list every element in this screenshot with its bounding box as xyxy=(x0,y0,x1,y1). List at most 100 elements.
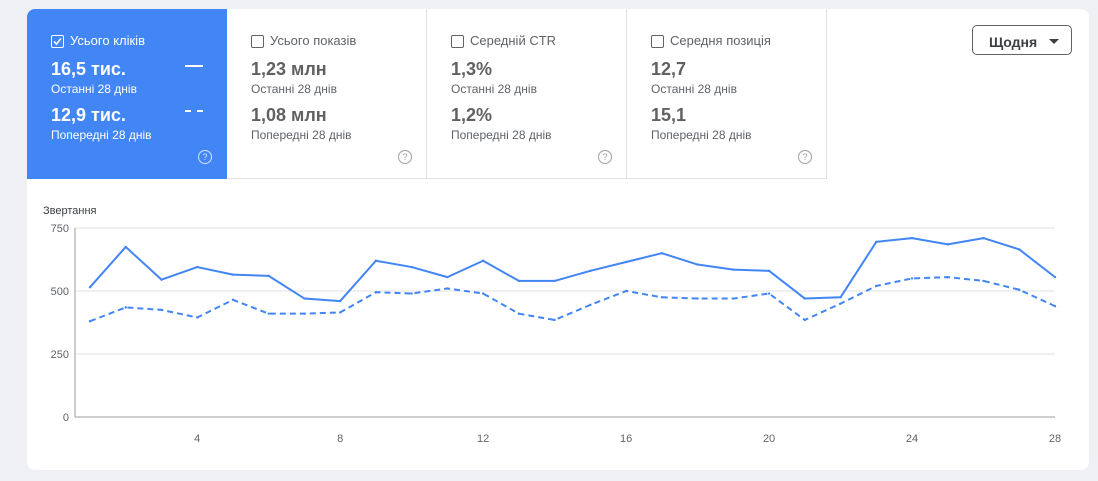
data-point xyxy=(767,292,771,295)
data-point xyxy=(839,296,842,299)
metric-current-value: 1,3% xyxy=(451,59,493,79)
x-tick-label: 28 xyxy=(1049,433,1061,445)
data-point xyxy=(982,279,985,283)
caret-down-icon xyxy=(1049,39,1059,44)
metric-title: Середній CTR xyxy=(470,33,557,48)
checkbox-icon[interactable] xyxy=(651,35,664,48)
y-tick-label: 750 xyxy=(51,223,69,235)
metric-title: Усього показів xyxy=(270,33,357,48)
metric-current-label: Останні 28 днів xyxy=(451,82,537,96)
data-point xyxy=(517,312,521,315)
data-point xyxy=(982,236,985,240)
data-point xyxy=(231,273,235,276)
data-point xyxy=(446,275,449,279)
data-point xyxy=(160,308,163,312)
period-dropdown[interactable]: Щодня xyxy=(972,25,1072,55)
metric-previous-value: 1,08 млн xyxy=(251,105,327,125)
performance-card: Усього кліків 16,5 тис. Останні 28 днів … xyxy=(27,9,1089,470)
metric-current-label: Останні 28 днів xyxy=(251,82,337,96)
data-point xyxy=(875,284,878,288)
data-point xyxy=(481,292,485,295)
metric-current-value: 16,5 тис. xyxy=(51,59,126,79)
data-point xyxy=(1018,248,1021,251)
data-point xyxy=(696,297,699,300)
y-tick-label: 500 xyxy=(51,286,69,298)
data-point xyxy=(196,316,199,319)
data-point xyxy=(803,297,807,300)
data-point xyxy=(303,297,306,300)
metric-tile-impressions[interactable]: Усього показів 1,23 млн Останні 28 днів … xyxy=(227,9,427,179)
period-dropdown-label: Щодня xyxy=(989,34,1038,50)
data-point xyxy=(839,302,842,305)
data-point xyxy=(124,306,127,309)
data-point xyxy=(910,236,914,240)
help-icon[interactable]: ? xyxy=(398,150,412,164)
metric-tile-clicks[interactable]: Усього кліків 16,5 тис. Останні 28 днів … xyxy=(27,9,227,179)
help-icon[interactable]: ? xyxy=(798,150,812,164)
data-point xyxy=(1053,275,1057,279)
data-point xyxy=(160,278,163,281)
series-line-solid xyxy=(89,237,1056,303)
x-tick-label: 20 xyxy=(763,433,775,445)
data-point xyxy=(660,296,664,299)
metric-title: Усього кліків xyxy=(70,33,145,48)
metric-tile-ctr[interactable]: Середній CTR 1,3% Останні 28 днів 1,2% П… xyxy=(427,9,627,179)
data-point xyxy=(875,240,878,244)
metric-previous-label: Попередні 28 днів xyxy=(251,128,352,142)
data-point xyxy=(410,292,413,295)
data-point xyxy=(1018,288,1021,291)
data-point xyxy=(374,291,378,294)
data-point xyxy=(88,286,92,289)
data-point xyxy=(124,245,127,249)
data-point xyxy=(767,269,771,273)
help-icon[interactable]: ? xyxy=(198,150,212,164)
data-point xyxy=(624,260,628,264)
metric-tile-position[interactable]: Середня позиція 12,7 Останні 28 днів 15,… xyxy=(627,9,827,179)
data-point xyxy=(517,279,521,283)
checkbox-icon[interactable] xyxy=(251,35,264,48)
metric-previous-label: Попередні 28 днів xyxy=(51,128,152,142)
metric-current-value: 1,23 млн xyxy=(251,59,327,79)
data-point xyxy=(732,297,735,300)
metric-current-label: Останні 28 днів xyxy=(51,82,137,96)
metric-previous-value: 15,1 xyxy=(651,105,687,125)
data-point xyxy=(267,312,270,315)
data-point xyxy=(624,289,628,293)
data-point xyxy=(88,320,92,323)
clicks-line-chart: Звертання 0 250 500 750 4 8 12 16 20 24 28 xyxy=(43,205,1061,445)
metric-title: Середня позиція xyxy=(670,33,771,48)
metric-current-label: Останні 28 днів xyxy=(651,82,737,96)
data-point xyxy=(553,279,556,283)
data-point xyxy=(660,252,664,255)
metric-current-value: 12,7 xyxy=(651,59,687,79)
data-point xyxy=(338,299,342,303)
x-tick-label: 24 xyxy=(906,433,918,445)
data-point xyxy=(589,303,592,307)
checkbox-icon[interactable] xyxy=(451,35,464,48)
x-tick-label: 16 xyxy=(620,433,632,445)
y-tick-label: 0 xyxy=(63,412,69,424)
data-point xyxy=(803,318,807,322)
help-icon[interactable]: ? xyxy=(598,150,612,164)
data-point xyxy=(732,268,735,271)
data-point xyxy=(446,287,449,290)
data-point xyxy=(303,312,306,315)
data-point xyxy=(481,259,485,262)
metric-previous-label: Попередні 28 днів xyxy=(451,128,552,142)
data-point xyxy=(1053,304,1057,308)
x-tick-label: 4 xyxy=(194,433,200,445)
data-point xyxy=(338,311,342,314)
data-point xyxy=(231,298,235,302)
data-point xyxy=(410,265,413,269)
data-point xyxy=(267,274,270,278)
data-point xyxy=(946,243,949,246)
data-point xyxy=(374,259,378,262)
data-point xyxy=(589,269,592,273)
legend-solid-line-icon xyxy=(185,65,203,67)
data-point xyxy=(196,265,199,269)
x-tick-label: 8 xyxy=(337,433,343,445)
metric-previous-value: 1,2% xyxy=(451,105,493,125)
y-axis-title: Звертання xyxy=(43,205,97,217)
metric-previous-label: Попередні 28 днів xyxy=(651,128,752,142)
checkbox-icon[interactable] xyxy=(51,35,64,48)
